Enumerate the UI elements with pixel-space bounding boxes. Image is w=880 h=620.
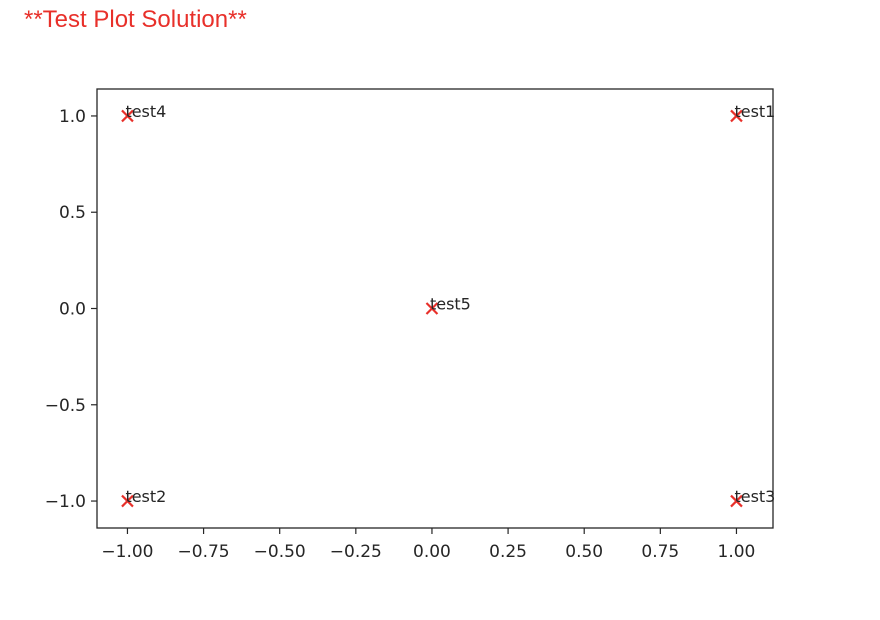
y-tick-label: −1.0 (45, 492, 86, 512)
y-tick-label: 0.5 (59, 203, 86, 223)
scatter-point-test4: test4 (121, 102, 166, 123)
data-points: test1 test2 test3 test4 test5 (121, 102, 775, 508)
point-marker-stroke (121, 109, 134, 123)
point-label: test2 (125, 487, 166, 506)
scatter-point-test1: test1 (730, 102, 775, 123)
point-label: test4 (125, 102, 166, 121)
x-tick-label: 0.25 (489, 542, 527, 562)
x-tick-label: −1.00 (101, 542, 153, 562)
x-tick-label: 0.50 (565, 542, 603, 562)
x-tick-label: −0.25 (330, 542, 382, 562)
scatter-point-test3: test3 (730, 487, 775, 508)
y-axis-ticks: 1.0 0.5 0.0 −0.5 −1.0 (45, 107, 97, 512)
x-tick-label: 0.00 (413, 542, 451, 562)
point-marker-stroke (730, 494, 743, 508)
point-marker-stroke (425, 302, 439, 315)
y-tick-label: −0.5 (45, 396, 86, 416)
x-tick-label: 0.75 (641, 542, 679, 562)
page-title: **Test Plot Solution** (24, 6, 247, 33)
y-tick-label: 0.0 (59, 300, 86, 320)
point-marker-stroke (121, 494, 134, 508)
point-marker-stroke (730, 109, 743, 123)
x-axis-ticks: −1.00 −0.75 −0.50 −0.25 0.00 0.25 0.50 0.75 1.00 (101, 528, 755, 562)
x-tick-label: −0.50 (254, 542, 306, 562)
point-label: test5 (430, 295, 471, 314)
point-label: test3 (734, 487, 775, 506)
x-tick-label: −0.75 (178, 542, 230, 562)
scatter-point-test2: test2 (121, 487, 166, 508)
point-label: test1 (734, 102, 775, 121)
y-tick-label: 1.0 (59, 107, 86, 127)
scatter-point-test5: test5 (425, 295, 471, 315)
x-tick-label: 1.00 (718, 542, 756, 562)
